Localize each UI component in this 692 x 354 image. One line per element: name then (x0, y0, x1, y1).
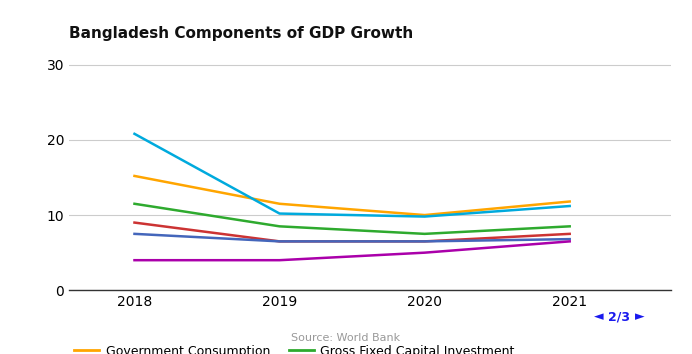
Text: Bangladesh Components of GDP Growth: Bangladesh Components of GDP Growth (69, 27, 413, 41)
Text: ►: ► (635, 310, 645, 323)
Legend: Government Consumption, Gross Fixed Capital Investment: Government Consumption, Gross Fixed Capi… (69, 340, 520, 354)
Text: 2/3: 2/3 (608, 310, 630, 323)
Text: Source: World Bank: Source: World Bank (291, 333, 401, 343)
Text: ◄: ◄ (594, 310, 603, 323)
